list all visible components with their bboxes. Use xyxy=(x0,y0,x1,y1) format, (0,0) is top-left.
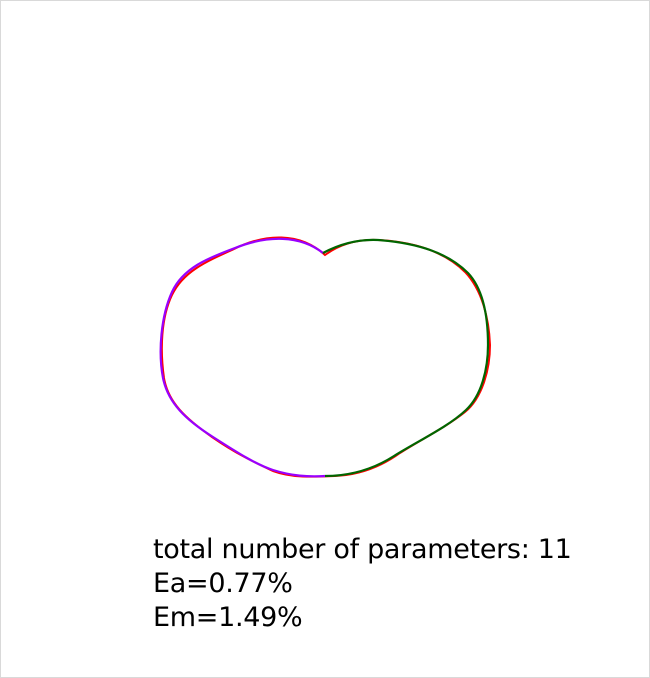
parameter-count-label: total number of parameters: 11 xyxy=(153,534,572,565)
fit-contour-left xyxy=(159,237,326,478)
average-error-label: Ea=0.77% xyxy=(153,568,293,599)
fit-contour-right xyxy=(322,238,490,478)
result-caption: total number of parameters: 11 Ea=0.77% … xyxy=(153,533,572,635)
original-contour xyxy=(160,236,492,478)
max-error-label: Em=1.49% xyxy=(153,602,303,633)
